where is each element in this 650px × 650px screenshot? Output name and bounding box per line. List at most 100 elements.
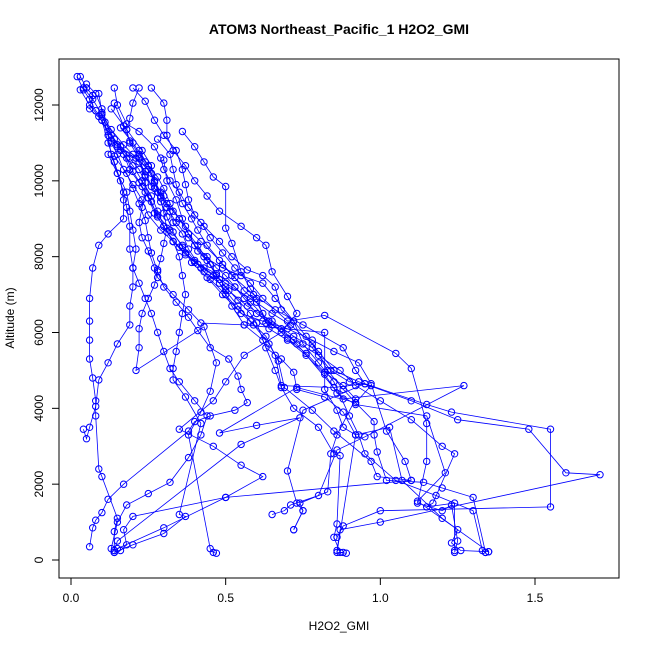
data-point [321,311,329,320]
data-point [184,431,193,439]
data-point [429,499,437,507]
data-point [79,425,88,433]
series-4 [129,84,490,557]
data-point [194,241,202,250]
series-line [113,102,217,554]
data-point [218,260,227,268]
data-point [129,283,137,291]
data-point [299,321,307,329]
data-point [129,264,137,272]
y-axis: 0 2000 4000 6000 8000 10000 12000 [32,88,60,563]
data-point [160,239,168,248]
y-tick-label: 2000 [32,470,46,497]
y-tick-label: 8000 [32,243,46,270]
y-tick-label: 10000 [32,164,46,198]
data-point [153,173,162,181]
x-tick-label: 0.0 [63,591,80,605]
data-point [234,296,242,304]
series-23 [79,84,415,555]
data-point [277,328,285,337]
data-point [135,84,143,92]
data-point [92,402,100,411]
series-3 [110,84,462,557]
data-point [336,452,344,460]
data-point [150,116,159,124]
series-line [83,154,137,441]
data-point [194,326,202,335]
data-point [104,359,112,367]
data-point [178,309,187,318]
series-8 [160,156,493,556]
data-point [330,347,338,356]
data-point [321,368,329,376]
data-point [107,150,115,159]
data-point [89,524,97,532]
data-point [308,406,316,414]
data-point [157,254,165,263]
data-point [447,408,456,416]
data-point [225,287,233,295]
data-point [438,514,446,522]
data-point [280,507,289,515]
series-12 [110,124,375,555]
data-point [123,125,131,134]
data-point [85,294,94,303]
x-axis: 0.0 0.5 1.0 1.5 [63,577,544,605]
data-point [438,442,446,450]
data-point [293,383,301,392]
series-line [132,87,486,553]
plot-frame [58,58,620,579]
data-point [178,271,187,280]
data-point [104,139,112,147]
data-point [373,472,381,481]
data-point [237,268,245,276]
data-point [126,321,134,329]
data-point [209,173,218,181]
data-point [333,533,341,541]
data-point [327,450,335,458]
data-point [290,526,298,534]
data-point [147,182,156,191]
data-point [302,349,310,358]
data-point [290,368,298,376]
data-point [141,188,149,196]
data-point [361,433,369,441]
data-point [339,423,347,431]
data-point [212,359,221,367]
data-point [85,543,94,551]
data-point [259,279,267,287]
data-point [423,419,431,428]
data-point [104,230,112,238]
data-point [181,162,190,170]
data-point [407,364,415,373]
data-point [191,397,199,405]
data-point [460,381,468,390]
data-point [237,271,245,280]
data-point [333,389,341,397]
series-21 [73,72,490,557]
data-point [138,182,146,191]
data-point [215,237,224,246]
series-line [138,150,601,551]
data-point [169,290,177,299]
series-13 [110,84,301,557]
data-point [212,549,221,557]
data-point [237,222,245,231]
data-point [135,127,143,136]
data-point [234,372,242,380]
data-point [95,241,103,250]
data-point [144,247,153,255]
data-point [129,167,137,176]
data-point [333,546,341,555]
data-point [160,156,168,164]
data-point [385,423,394,431]
data-point [293,340,301,348]
data-point [222,224,230,232]
data-point [184,306,193,314]
data-point [132,154,140,162]
data-point [175,215,184,223]
data-point [231,406,239,414]
data-point [206,387,214,395]
data-point [525,425,533,433]
data-point [197,431,205,439]
